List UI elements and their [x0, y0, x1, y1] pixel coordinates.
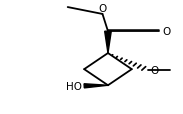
Polygon shape — [105, 32, 111, 54]
Polygon shape — [84, 84, 108, 88]
Text: O: O — [163, 27, 171, 37]
Text: HO: HO — [66, 81, 82, 91]
Text: O: O — [99, 4, 107, 14]
Text: O: O — [150, 66, 159, 76]
